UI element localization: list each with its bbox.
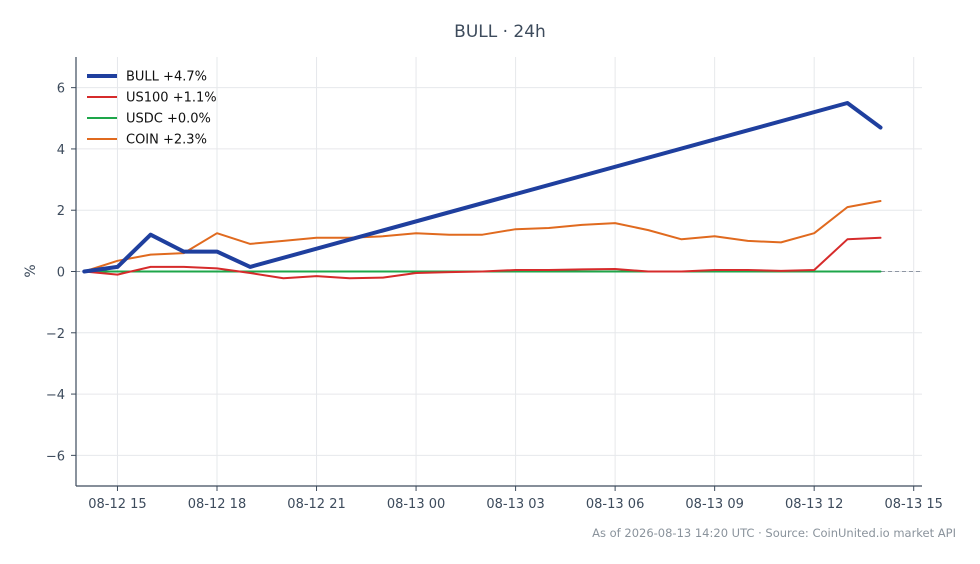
series-line-coin [83, 200, 882, 273]
source-footer: As of 2026-08-13 14:20 UTC · Source: Coi… [592, 526, 956, 540]
x-tick-label: 08-13 09 [685, 497, 743, 512]
tick-labels: 08-12 15 08-12 18 08-12 21 08-13 00 08-13 03… [46, 82, 943, 512]
x-tick-label: 08-13 03 [486, 497, 544, 512]
y-tick-label: 2 [57, 204, 65, 219]
y-axis-label: % [23, 264, 39, 277]
legend-label: COIN +2.3% [126, 133, 207, 148]
legend-label: USDC +0.0% [126, 112, 211, 127]
y-tick-label: 0 [57, 266, 65, 281]
x-tick-label: 08-13 06 [586, 497, 644, 512]
series-line-bull [82, 101, 883, 274]
series-layer [82, 101, 883, 280]
x-tick-label: 08-12 18 [188, 497, 246, 512]
x-tick-label: 08-13 15 [884, 497, 942, 512]
x-tick-label: 08-13 12 [785, 497, 843, 512]
y-tick-label: −6 [46, 449, 65, 464]
y-tick-label: 4 [57, 143, 65, 158]
x-tick-label: 08-12 21 [287, 497, 345, 512]
axes [71, 57, 922, 491]
y-tick-label: −4 [46, 388, 65, 403]
x-tick-label: 08-12 15 [88, 497, 146, 512]
chart-title: BULL · 24h [454, 22, 546, 42]
y-tick-label: −2 [46, 327, 65, 342]
y-tick-label: 6 [57, 82, 65, 97]
legend: BULL +4.7% US100 +1.1% USDC +0.0% COIN +2.3… [87, 70, 217, 148]
series-line-us100 [83, 236, 882, 280]
legend-label: BULL +4.7% [126, 70, 207, 85]
x-tick-label: 08-13 00 [387, 497, 445, 512]
legend-label: US100 +1.1% [126, 91, 217, 106]
